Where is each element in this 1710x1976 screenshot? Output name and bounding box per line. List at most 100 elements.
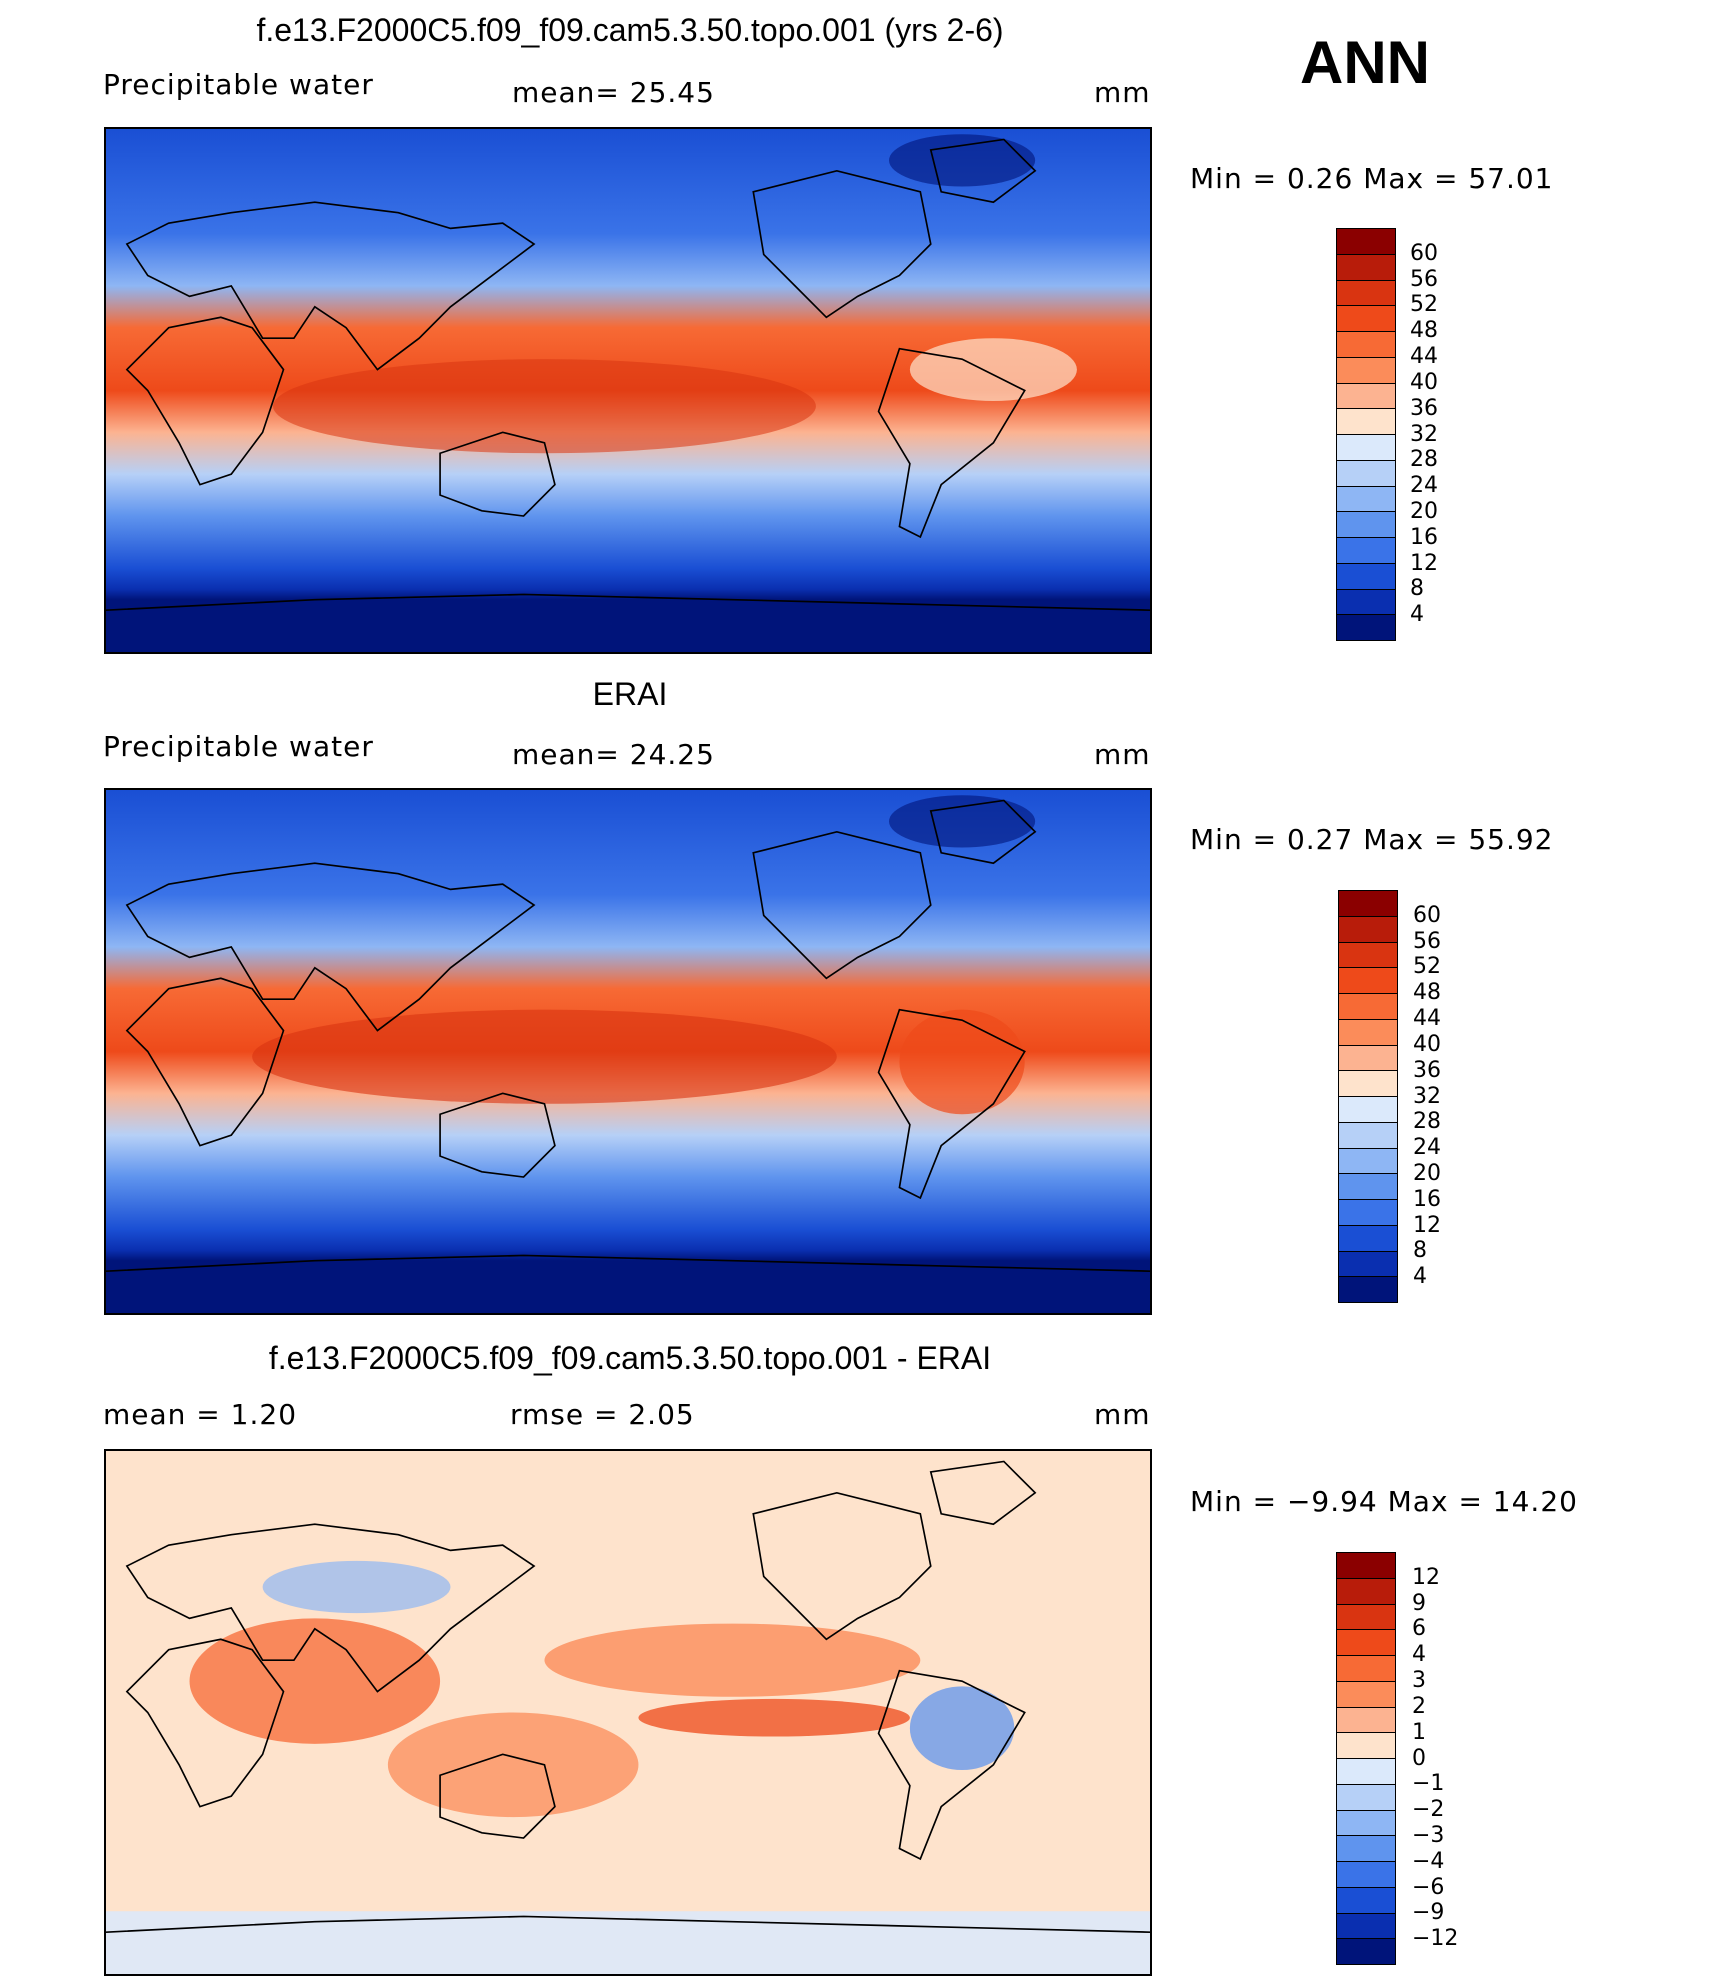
colorbar-swatch — [1337, 1604, 1395, 1631]
colorbar-swatch — [1337, 1784, 1395, 1811]
colorbar-tick-label: −3 — [1412, 1822, 1445, 1848]
mean-label: mean = 1.20 — [103, 1398, 298, 1431]
colorbar-tick-label: 48 — [1413, 980, 1441, 1006]
colorbar-swatch — [1337, 332, 1395, 358]
colorbar-swatch — [1337, 1553, 1395, 1579]
colorbar-tick-label: 32 — [1413, 1083, 1441, 1109]
colorbar-swatch — [1337, 1862, 1395, 1888]
colorbar-tick-label: 56 — [1410, 266, 1438, 292]
mean-label: mean= 24.25 — [512, 738, 715, 771]
colorbar-swatch — [1339, 942, 1397, 969]
colorbar-swatch — [1337, 409, 1395, 435]
colorbar-tick-label: 60 — [1410, 240, 1438, 266]
colorbar-swatch — [1337, 1707, 1395, 1734]
colorbar-tick-label: 28 — [1413, 1109, 1441, 1135]
colorbar-tick-label: 52 — [1413, 954, 1441, 980]
panel-title: f.e13.F2000C5.f09_f09.cam5.3.50.topo.001… — [268, 1340, 992, 1376]
colorbar-swatch — [1337, 486, 1395, 513]
colorbar-tick-label: 40 — [1413, 1031, 1441, 1057]
colorbar-labels: 60 56 52 48 44 40 36 32 28 24 20 16 12 8 4 — [1410, 228, 1470, 641]
colorbar-tick-label: −6 — [1412, 1874, 1445, 1900]
colorbar-swatch — [1339, 1019, 1397, 1046]
mean-label: mean= 25.45 — [512, 76, 715, 109]
min-max-label: Min = −9.94 Max = 14.20 — [1190, 1485, 1578, 1518]
units-label: mm — [1094, 76, 1151, 109]
min-max-label: Min = 0.26 Max = 57.01 — [1190, 162, 1554, 195]
colorbar-swatch — [1337, 589, 1395, 616]
season-label: ANN — [1300, 29, 1430, 96]
colorbar-swatch — [1339, 968, 1397, 994]
colorbar-swatch — [1337, 1733, 1395, 1759]
colorbar-tick-label: 16 — [1410, 524, 1438, 550]
colorbar-tick-label: 44 — [1413, 1006, 1441, 1032]
colorbar — [1336, 1552, 1396, 1965]
colorbar-swatch — [1339, 1071, 1397, 1097]
colorbar-tick-label: 8 — [1413, 1238, 1427, 1264]
precipitable-water-map — [104, 127, 1152, 654]
colorbar-tick-label: 32 — [1410, 421, 1438, 447]
colorbar-swatch — [1339, 916, 1397, 943]
colorbar-swatch — [1339, 1174, 1397, 1200]
colorbar-swatch — [1337, 383, 1395, 410]
colorbar-tick-label: 9 — [1412, 1590, 1426, 1616]
colorbar-labels: 12 9 6 4 3 2 1 0 −1 −2 −3 −4 −6 −9 −12 — [1412, 1552, 1472, 1965]
colorbar-tick-label: −2 — [1412, 1797, 1445, 1823]
colorbar-swatch — [1339, 1122, 1397, 1149]
colorbar-tick-label: −9 — [1412, 1900, 1445, 1926]
precipitable-water-map — [104, 788, 1152, 1315]
colorbar-tick-label: 16 — [1413, 1186, 1441, 1212]
colorbar-tick-label: 20 — [1410, 498, 1438, 524]
colorbar-swatch — [1339, 1097, 1397, 1123]
colorbar-swatch — [1337, 538, 1395, 564]
colorbar-tick-label: 48 — [1410, 318, 1438, 344]
panel-title: ERAI — [592, 676, 668, 712]
panel-title: f.e13.F2000C5.f09_f09.cam5.3.50.topo.001… — [256, 12, 1004, 48]
colorbar-swatch — [1337, 280, 1395, 307]
colorbar-tick-label: 3 — [1412, 1668, 1426, 1694]
variable-label: Precipitable water — [103, 68, 374, 101]
units-label: mm — [1094, 738, 1151, 771]
colorbar-tick-label: −1 — [1412, 1771, 1445, 1797]
colorbar-tick-label: 52 — [1410, 292, 1438, 318]
colorbar-swatch — [1339, 1200, 1397, 1226]
colorbar-swatch — [1337, 1810, 1395, 1837]
colorbar-tick-label: 36 — [1410, 395, 1438, 421]
colorbar-swatch — [1337, 306, 1395, 332]
rmse-label: rmse = 2.05 — [510, 1398, 695, 1431]
colorbar-swatch — [1337, 229, 1395, 255]
colorbar-swatch — [1337, 1578, 1395, 1605]
colorbar-tick-label: 0 — [1412, 1745, 1426, 1771]
colorbar-tick-label: 2 — [1412, 1693, 1426, 1719]
colorbar-swatch — [1337, 460, 1395, 487]
colorbar-tick-label: 4 — [1412, 1642, 1426, 1668]
variable-label: Precipitable water — [103, 730, 374, 763]
colorbar-tick-label: 36 — [1413, 1057, 1441, 1083]
colorbar-tick-label: 56 — [1413, 928, 1441, 954]
colorbar-swatch — [1337, 254, 1395, 281]
colorbar-swatch — [1339, 891, 1397, 917]
colorbar-tick-label: 8 — [1410, 576, 1424, 602]
colorbar-swatch — [1337, 1836, 1395, 1862]
colorbar-tick-label: −4 — [1412, 1848, 1445, 1874]
min-max-label: Min = 0.27 Max = 55.92 — [1190, 823, 1554, 856]
colorbar — [1338, 890, 1398, 1303]
colorbar-swatch — [1337, 1913, 1395, 1940]
colorbar-swatch — [1337, 357, 1395, 384]
difference-map — [104, 1449, 1152, 1976]
colorbar-tick-label: 12 — [1410, 550, 1438, 576]
colorbar-tick-label: 4 — [1410, 602, 1424, 628]
colorbar-swatch — [1337, 1887, 1395, 1914]
colorbar-swatch — [1337, 512, 1395, 538]
colorbar-tick-label: 12 — [1412, 1564, 1440, 1590]
colorbar-swatch — [1337, 1656, 1395, 1682]
colorbar-tick-label: 28 — [1410, 447, 1438, 473]
colorbar-swatch — [1337, 563, 1395, 590]
colorbar-tick-label: 40 — [1410, 369, 1438, 395]
colorbar-swatch — [1339, 994, 1397, 1020]
colorbar-swatch — [1339, 1277, 1397, 1302]
colorbar-tick-label: 20 — [1413, 1160, 1441, 1186]
colorbar-swatch — [1337, 615, 1395, 640]
colorbar-swatch — [1337, 1681, 1395, 1708]
colorbar-swatch — [1339, 1225, 1397, 1252]
colorbar-tick-label: 12 — [1413, 1212, 1441, 1238]
